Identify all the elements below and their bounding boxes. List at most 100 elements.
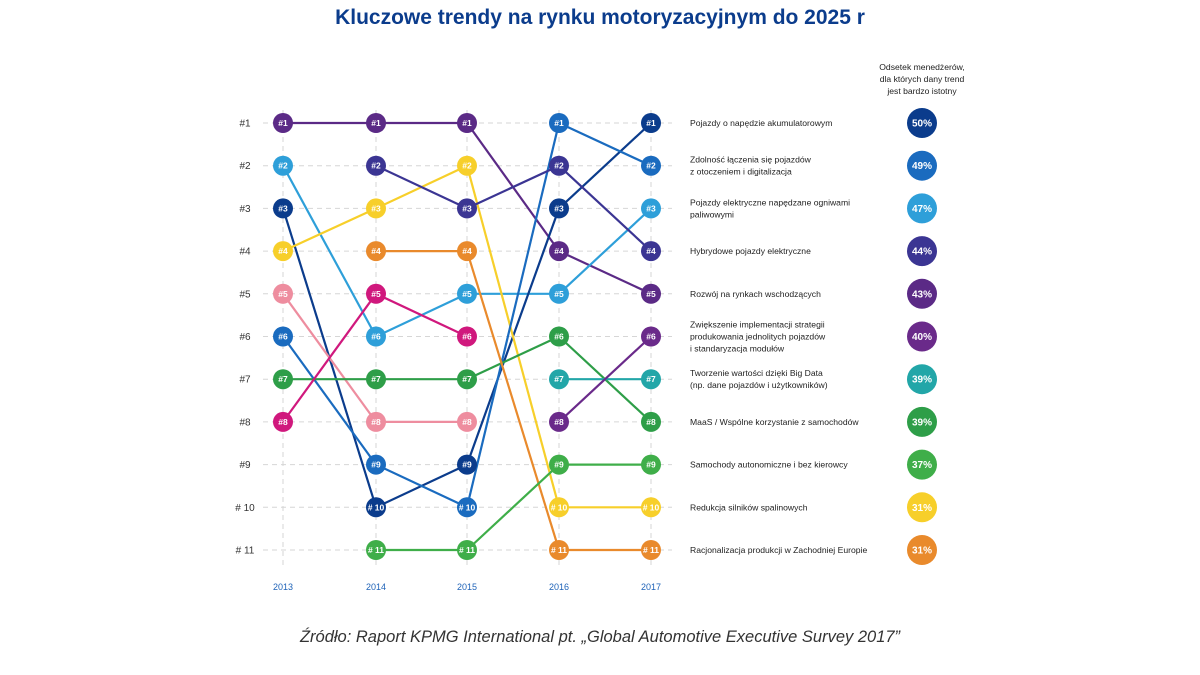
series-node-label: # 11 <box>368 545 384 555</box>
series-link <box>466 463 560 551</box>
series-link <box>465 250 561 551</box>
pct-value: 43% <box>912 289 932 300</box>
series-node <box>366 113 386 133</box>
series-node <box>641 113 661 133</box>
year-tick-label: 2016 <box>549 582 569 592</box>
series-node <box>549 369 569 390</box>
series-node <box>549 540 569 560</box>
series-node <box>366 326 386 347</box>
pct-column-header: Odsetek menedżerów, dla których dany tren… <box>879 62 965 96</box>
series-node-label: #7 <box>646 374 656 384</box>
series-link <box>375 164 468 210</box>
series-node <box>366 540 386 560</box>
trend-label: MaaS / Wspólne korzystanie z samochodów <box>690 417 859 427</box>
year-tick-label: 2015 <box>457 582 477 592</box>
series-link <box>466 164 560 210</box>
trend-label-line: Redukcja silników spalinowych <box>690 502 808 512</box>
series-node-label: #1 <box>462 118 472 128</box>
series-node <box>366 198 386 219</box>
series-node <box>549 241 569 262</box>
series-node-label: #6 <box>371 332 381 342</box>
pct-circle <box>907 535 937 565</box>
pct-circle <box>907 236 937 267</box>
series-node <box>641 497 661 518</box>
series-node <box>641 155 661 176</box>
series-node <box>273 283 293 304</box>
series-node <box>549 198 569 219</box>
series-node-label: #7 <box>554 374 564 384</box>
series-node <box>366 411 386 432</box>
trend-label: Zwiększenie implementacji strategii produ… <box>690 320 826 354</box>
series-node <box>366 241 386 262</box>
trend-label: Samochody autonomiczne i bez kierowcy <box>690 460 848 470</box>
chart-links <box>281 121 652 552</box>
series-node <box>366 454 386 475</box>
pct-value: 31% <box>912 503 932 514</box>
series-node-label: # 10 <box>368 502 385 512</box>
trend-label-line: Rozwój na rynkach wschodzących <box>690 289 821 299</box>
series-node-label: #5 <box>554 289 564 299</box>
trend-label: Rozwój na rynkach wschodzących <box>690 289 821 299</box>
pct-value: 44% <box>912 247 932 258</box>
trend-label: Zdolność łączenia się pojazdów z otoczeni… <box>690 155 812 177</box>
series-node-label: #4 <box>278 246 288 256</box>
series-node-label: #9 <box>646 460 656 470</box>
series-node-label: #2 <box>278 161 288 171</box>
series-node <box>641 326 661 347</box>
series-node <box>549 113 569 133</box>
series-link <box>558 164 652 252</box>
pct-value: 47% <box>912 204 932 215</box>
series-node-label: #4 <box>371 246 381 256</box>
pct-value: 49% <box>912 161 932 172</box>
rank-tick-label: #4 <box>239 247 251 258</box>
series-node <box>641 369 661 390</box>
series-node-label: #3 <box>646 203 656 213</box>
series-link <box>558 335 652 423</box>
pct-circle <box>907 150 937 181</box>
series-node <box>549 155 569 176</box>
rank-tick-label: #5 <box>239 289 251 300</box>
series-link <box>558 207 652 295</box>
trend-label-line: (np. dane pojazdów i użytkowników) <box>690 380 828 390</box>
series-node <box>273 113 293 133</box>
series-node-label: # 11 <box>551 545 567 555</box>
series-node <box>273 241 293 262</box>
trend-label-line: Pojazdy elektryczne napędzane ogniwami <box>690 197 850 207</box>
series-node-label: #8 <box>554 417 564 427</box>
series-node-label: #7 <box>371 374 381 384</box>
pct-circle <box>907 278 937 309</box>
series-node-label: #4 <box>646 246 656 256</box>
pct-header-line: jest bardzo istotny <box>886 86 957 96</box>
trend-label: Pojazdy o napędzie akumulatorowym <box>690 118 832 128</box>
series-node <box>549 326 569 347</box>
series-node-label: # 11 <box>643 545 659 555</box>
rank-tick-label: #6 <box>239 332 251 343</box>
series-node-label: #9 <box>371 460 381 470</box>
series-node <box>273 198 293 219</box>
year-axis: 2013 2014 2015 2016 2017 <box>273 582 661 592</box>
trend-label: Redukcja silników spalinowych <box>690 502 808 512</box>
series-node-label: # 11 <box>459 545 475 555</box>
series-node-label: #4 <box>554 246 564 256</box>
trend-label-line: produkowania jednolitych pojazdów <box>690 332 826 342</box>
trend-label-line: Tworzenie wartości dzięki Big Data <box>690 368 823 378</box>
series-node <box>641 283 661 304</box>
pct-circle <box>907 449 937 480</box>
trend-labels: Pojazdy o napędzie akumulatorowym Zdolnoś… <box>690 118 867 555</box>
series-link <box>465 165 561 508</box>
series-node <box>457 411 477 432</box>
trend-label-line: MaaS / Wspólne korzystanie z samochodów <box>690 417 859 427</box>
trend-label-line: Zwiększenie implementacji strategii <box>690 320 825 330</box>
series-node-label: #6 <box>646 332 656 342</box>
series-node-label: #2 <box>554 161 564 171</box>
trend-label-line: z otoczeniem i digitalizacja <box>690 167 792 177</box>
series-node-label: #5 <box>278 289 288 299</box>
pct-value: 50% <box>912 119 932 130</box>
pct-value: 39% <box>912 417 932 428</box>
rank-tick-label: #3 <box>239 204 251 215</box>
series-node-label: #7 <box>278 374 288 384</box>
rank-tick-label: #8 <box>239 417 251 428</box>
series-link <box>558 122 652 167</box>
series-node <box>273 411 293 432</box>
chart-nodes: #1 #1 #1 #4 #5 #2 #6 #5 #5 #3 #3 # 10 #9 #3 #1 #4 #3 #2 # … <box>273 113 661 560</box>
